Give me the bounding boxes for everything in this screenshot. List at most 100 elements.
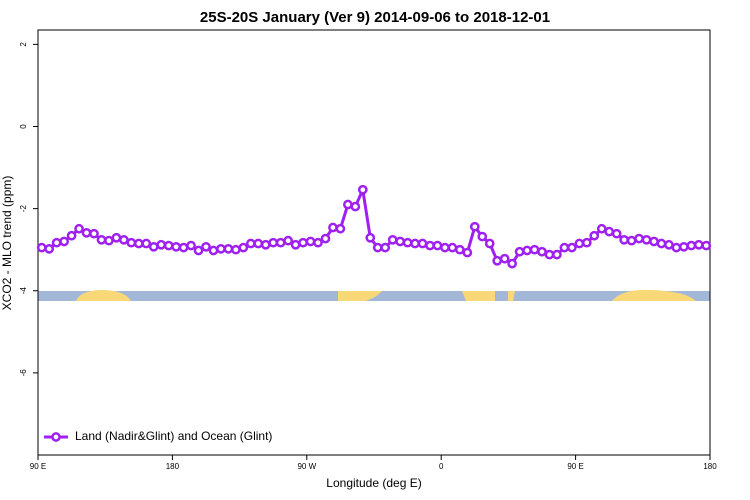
data-point	[529, 244, 540, 255]
data-point	[36, 242, 47, 253]
data-point	[223, 244, 234, 254]
data-point	[96, 234, 107, 245]
data-point	[89, 228, 99, 239]
data-point	[693, 239, 704, 250]
data-point	[641, 234, 652, 245]
x-tick-label: 90 W	[297, 462, 316, 471]
data-point	[686, 240, 697, 251]
data-point	[216, 244, 226, 254]
x-tick-label: 0	[439, 462, 444, 471]
data-point	[417, 238, 428, 249]
y-tick-label: 0	[19, 124, 28, 129]
data-point	[156, 239, 167, 250]
land-region	[508, 291, 515, 301]
data-point	[462, 247, 473, 258]
legend-label: Land (Nadir&Glint) and Ocean (Glint)	[75, 429, 272, 443]
data-point	[477, 231, 488, 242]
data-point	[604, 226, 615, 237]
x-tick-label: 90 E	[30, 462, 46, 471]
data-point	[357, 184, 368, 195]
data-point	[395, 236, 405, 247]
legend-marker	[51, 432, 61, 442]
data-point	[193, 245, 204, 256]
data-point	[290, 239, 301, 250]
data-point	[350, 201, 361, 212]
data-point	[559, 242, 570, 253]
data-point	[365, 232, 376, 243]
data-point	[313, 237, 323, 248]
data-point	[163, 240, 174, 251]
data-point	[260, 239, 271, 250]
data-point	[499, 253, 510, 264]
data-point	[447, 242, 458, 253]
data-point	[305, 236, 316, 247]
x-axis-label: Longitude (deg E)	[326, 476, 421, 490]
land-region	[612, 289, 696, 301]
data-point	[268, 237, 279, 248]
chart-title: 25S-20S January (Ver 9) 2014-09-06 to 20…	[200, 9, 550, 26]
data-point	[492, 255, 503, 266]
x-tick-label: 180	[166, 462, 180, 471]
data-point	[245, 238, 256, 249]
data-point	[141, 238, 152, 249]
data-point	[201, 241, 211, 252]
data-point	[596, 223, 607, 234]
x-tick-label: 90 E	[567, 462, 583, 471]
data-point	[104, 235, 114, 246]
data-point	[51, 237, 62, 248]
data-point	[574, 238, 585, 249]
data-point	[626, 235, 637, 246]
land-region	[462, 291, 495, 301]
data-point	[567, 242, 577, 253]
data-point	[507, 258, 517, 269]
data-point	[387, 234, 398, 245]
data-point	[66, 230, 77, 241]
data-point	[59, 236, 69, 247]
data-point	[514, 246, 525, 257]
data-point	[455, 244, 465, 255]
data-point	[253, 238, 264, 249]
data-point	[432, 240, 443, 251]
data-point	[425, 240, 435, 251]
data-point	[522, 245, 532, 256]
data-point	[402, 237, 413, 248]
y-axis-label: XCO2 - MLO trend (ppm)	[0, 176, 14, 311]
data-point	[589, 230, 600, 241]
data-point	[178, 242, 189, 253]
data-point	[634, 233, 644, 244]
data-point	[44, 244, 55, 254]
data-point	[119, 234, 129, 245]
data-point	[283, 235, 293, 246]
data-point	[649, 236, 659, 247]
data-point	[469, 221, 480, 232]
data-point	[148, 241, 159, 252]
data-point	[372, 242, 383, 253]
data-point	[275, 237, 286, 248]
data-point	[171, 241, 181, 252]
data-point	[552, 249, 562, 260]
land-region	[76, 290, 131, 301]
y-tick-label: 2	[19, 42, 28, 47]
data-point	[186, 240, 196, 251]
series-line	[41, 188, 707, 266]
data-point	[664, 239, 674, 250]
data-point	[484, 238, 495, 249]
data-point	[544, 249, 555, 260]
data-point	[581, 237, 592, 248]
data-point	[671, 242, 682, 253]
data-point	[410, 238, 420, 249]
data-point	[74, 223, 84, 234]
data-point	[611, 228, 622, 239]
data-point	[126, 237, 137, 248]
data-point	[298, 237, 308, 248]
data-point	[111, 232, 122, 243]
y-tick-label: -4	[19, 287, 28, 295]
land-ocean-band	[38, 289, 710, 301]
data-point	[320, 233, 331, 244]
data-point	[238, 242, 249, 253]
y-tick-label: -6	[19, 369, 28, 377]
data-point	[440, 242, 450, 253]
data-point	[343, 199, 353, 210]
data-point	[335, 223, 346, 234]
